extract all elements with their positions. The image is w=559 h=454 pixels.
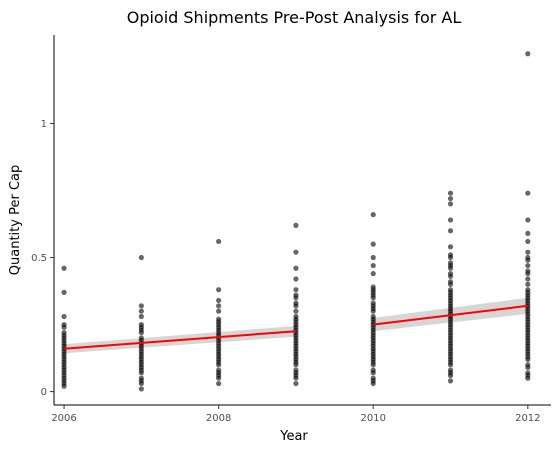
data-point [216,287,222,293]
data-point [525,271,531,277]
x-tick-label: 2010 [360,413,385,424]
data-point [293,265,299,271]
data-point [138,308,144,314]
data-point [138,370,144,376]
data-point [293,295,299,301]
data-point [61,265,67,271]
data-point [447,281,454,287]
data-point [216,375,222,381]
data-point [370,295,376,301]
data-point [293,362,299,368]
data-points [61,51,531,392]
data-point [447,273,454,279]
chart-title: Opioid Shipments Pre-Post Analysis for A… [127,8,462,27]
y-tick-label: 1 [41,119,47,130]
data-point [447,265,454,271]
data-point [525,356,531,363]
data-point [370,370,376,376]
data-point [370,271,376,277]
y-axis-title: Quantity Per Cap [8,165,23,275]
data-point [138,303,144,309]
data-point [525,190,531,196]
x-tick-label: 2006 [51,413,76,424]
data-point [447,372,454,379]
data-point [61,289,67,295]
data-point [525,249,531,255]
data-point [370,241,376,247]
fit-lines [63,304,528,350]
data-point [447,201,454,207]
data-point [138,386,144,392]
data-point [370,254,376,261]
data-point [525,238,531,245]
data-point [447,228,454,234]
data-point [138,254,144,261]
data-point [138,330,144,336]
y-tick-label: 0 [41,387,47,398]
data-point [293,375,299,381]
data-point [370,308,376,314]
data-point [293,249,299,255]
data-point [525,257,531,263]
data-point [370,380,376,387]
data-point [138,313,144,320]
data-point [525,230,531,237]
data-point [525,276,531,282]
data-point [61,324,67,330]
data-point [61,383,67,389]
data-point [293,303,299,309]
data-point [447,217,454,223]
data-point [525,281,531,287]
data-point [525,262,531,269]
data-point [447,254,454,261]
data-point [293,380,299,387]
data-point [447,362,454,368]
data-point [293,287,299,293]
data-point [138,380,144,387]
y-tick-label: 0.5 [31,253,47,264]
data-point [447,244,454,250]
data-point [525,51,531,57]
data-point [216,362,222,368]
data-point [370,262,376,269]
y-axis-ticks: 00.51 [31,119,54,398]
data-point [447,378,454,384]
data-point [525,364,531,371]
data-point [293,276,299,282]
data-point [525,375,531,381]
x-tick-label: 2012 [515,413,540,424]
x-axis-ticks: 2006 2008 2010 2012 [51,405,541,424]
data-point [61,313,67,320]
data-point [293,308,299,314]
data-point [447,195,454,202]
data-point [216,297,222,304]
data-point [216,308,222,314]
x-tick-label: 2008 [206,413,231,424]
x-axis-title: Year [279,429,308,444]
fit-line-1 [63,330,297,350]
data-point [447,190,454,196]
data-point [216,380,222,387]
data-point [216,238,222,245]
data-point [293,222,299,228]
data-point [370,362,376,368]
data-point [370,212,376,218]
data-point [525,217,531,223]
data-point [216,303,222,309]
fit-line-2 [373,304,528,326]
